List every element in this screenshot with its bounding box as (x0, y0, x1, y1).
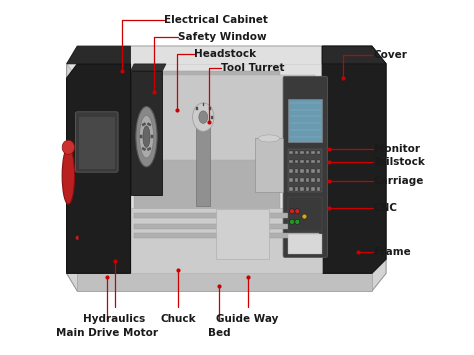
Bar (300, 169, 304, 173)
Ellipse shape (139, 115, 154, 158)
Bar (311, 178, 315, 182)
Polygon shape (67, 46, 386, 78)
Bar (289, 151, 293, 154)
Bar (295, 178, 298, 182)
Bar (289, 178, 293, 182)
Polygon shape (322, 46, 386, 273)
Bar (216, 209, 269, 259)
Circle shape (302, 214, 307, 219)
Text: Headstock: Headstock (194, 49, 256, 59)
Polygon shape (67, 64, 130, 273)
Text: Monitor: Monitor (374, 144, 419, 154)
Bar (306, 187, 310, 191)
Text: Carriage: Carriage (374, 176, 424, 186)
Bar (147, 122, 151, 126)
Text: Main Drive Motor: Main Drive Motor (56, 328, 158, 338)
Polygon shape (67, 46, 386, 291)
FancyBboxPatch shape (283, 76, 328, 257)
Ellipse shape (76, 236, 79, 240)
Bar (306, 169, 310, 173)
Bar (142, 147, 146, 151)
Ellipse shape (199, 111, 208, 123)
Circle shape (290, 209, 294, 214)
Bar (289, 187, 293, 191)
Circle shape (290, 219, 294, 224)
Bar (134, 224, 319, 229)
Bar (140, 135, 142, 138)
Bar (289, 169, 293, 173)
Bar (311, 151, 315, 154)
FancyBboxPatch shape (75, 112, 118, 172)
Bar (289, 149, 322, 192)
Text: Hydraulics: Hydraulics (83, 314, 146, 324)
Circle shape (295, 209, 300, 214)
Bar (196, 128, 210, 206)
Bar (151, 135, 153, 138)
Polygon shape (322, 46, 386, 64)
Polygon shape (130, 71, 163, 195)
Bar (300, 151, 304, 154)
Bar (306, 160, 310, 163)
Bar (196, 107, 198, 110)
Bar (306, 178, 310, 182)
Polygon shape (67, 46, 130, 64)
Text: Tailstock: Tailstock (374, 157, 426, 166)
Ellipse shape (143, 126, 150, 147)
Text: CNC: CNC (374, 203, 398, 213)
Bar (317, 169, 320, 173)
Polygon shape (130, 64, 166, 71)
Bar (295, 169, 298, 173)
Bar (317, 160, 320, 163)
Bar (137, 75, 315, 160)
Bar (300, 178, 304, 182)
Text: Electrical Cabinet: Electrical Cabinet (164, 15, 268, 24)
Bar (142, 122, 146, 126)
Bar (289, 99, 322, 142)
Bar (306, 151, 310, 154)
Bar (134, 213, 319, 218)
Text: Chuck: Chuck (161, 314, 196, 324)
Bar (311, 169, 315, 173)
Bar (295, 160, 298, 163)
Text: Bed: Bed (208, 328, 230, 338)
Bar (300, 160, 304, 163)
Polygon shape (130, 64, 322, 273)
Bar (300, 187, 304, 191)
Text: Tool Turret: Tool Turret (221, 63, 284, 73)
Polygon shape (77, 270, 372, 291)
Bar (79, 117, 115, 169)
Bar (134, 233, 319, 238)
Bar (317, 178, 320, 182)
Ellipse shape (136, 106, 157, 167)
Bar (147, 147, 151, 151)
Bar (211, 116, 213, 119)
Bar (289, 160, 293, 163)
Ellipse shape (62, 147, 74, 204)
Bar (209, 107, 210, 110)
Ellipse shape (258, 135, 280, 142)
Bar (295, 187, 298, 191)
Ellipse shape (62, 140, 74, 154)
Ellipse shape (192, 103, 214, 131)
Bar (130, 208, 322, 273)
Bar (255, 138, 283, 192)
Text: Frame: Frame (374, 247, 410, 257)
Bar (311, 187, 315, 191)
Bar (289, 197, 322, 231)
Bar (289, 234, 322, 254)
Bar (202, 103, 204, 106)
Text: Safety Window: Safety Window (178, 32, 267, 42)
Text: Cover: Cover (374, 50, 408, 60)
Text: Guide Way: Guide Way (217, 314, 279, 324)
Bar (311, 160, 315, 163)
Circle shape (295, 219, 300, 224)
Bar (317, 187, 320, 191)
Polygon shape (134, 71, 280, 213)
Bar (295, 151, 298, 154)
Bar (317, 151, 320, 154)
